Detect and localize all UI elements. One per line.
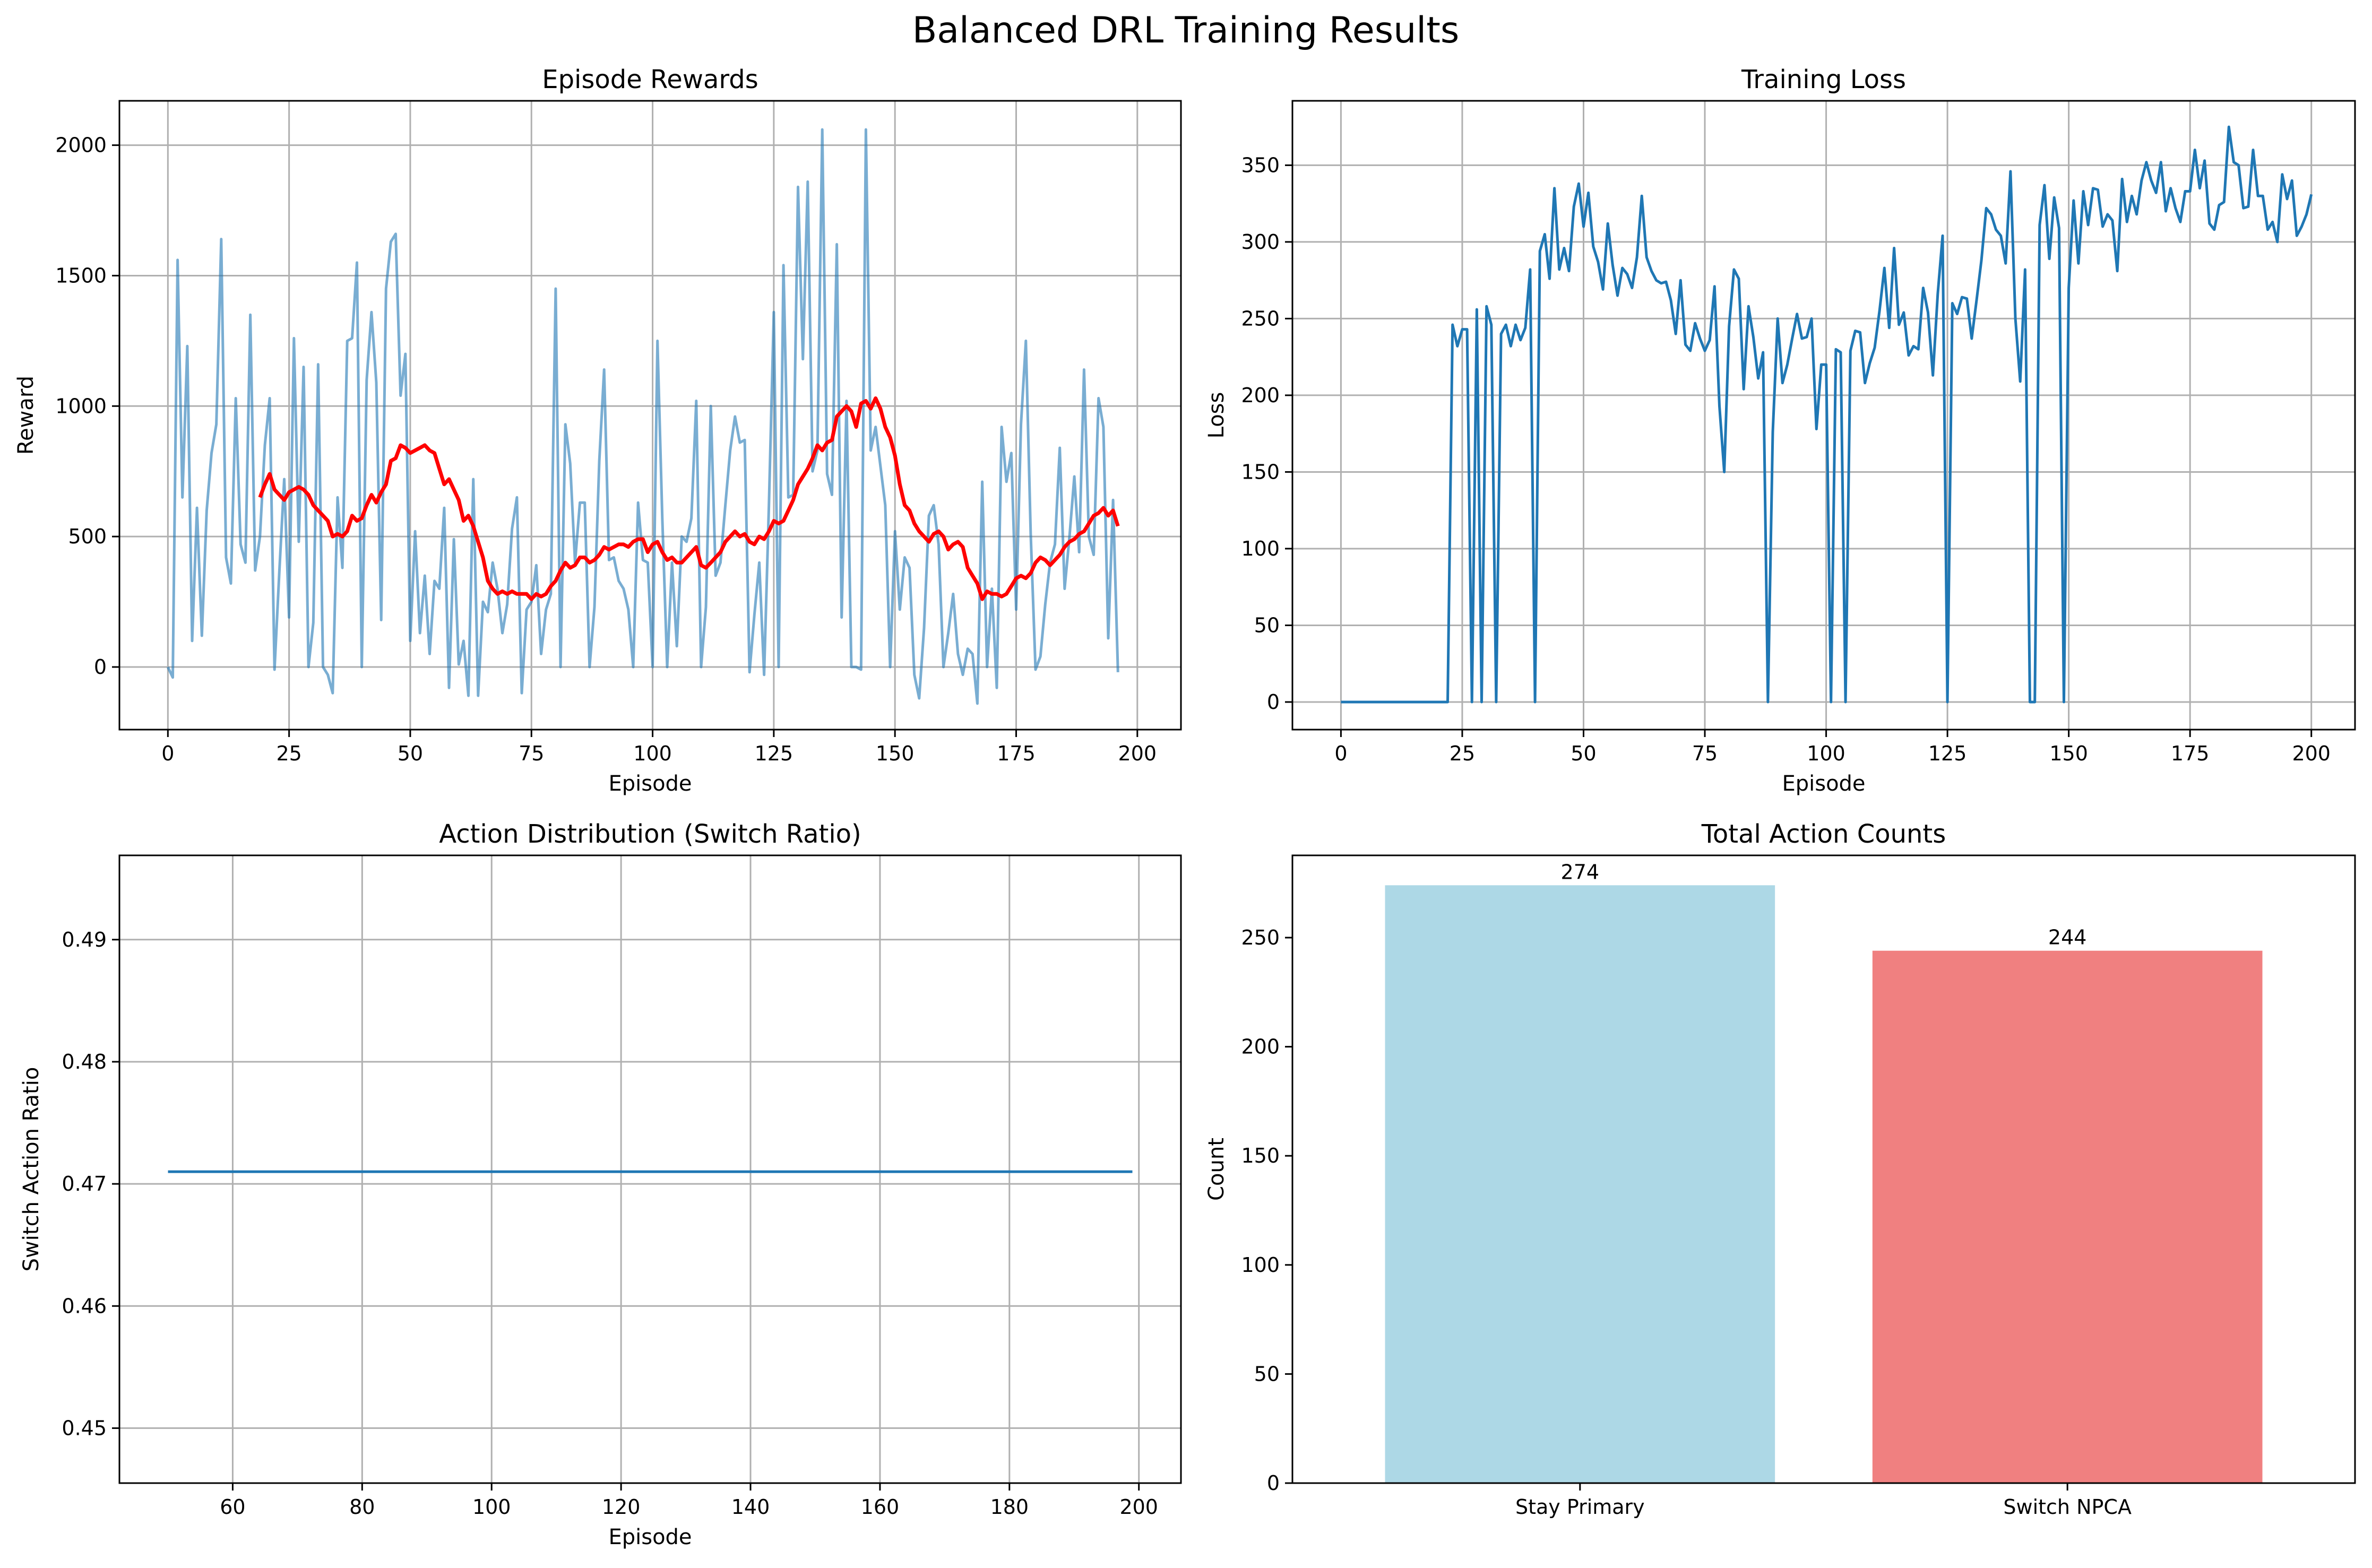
y-tick-label: 250	[1241, 307, 1280, 330]
x-axis-label: Episode	[1782, 772, 1865, 796]
y-tick-label: 350	[1241, 153, 1280, 177]
y-tick-label: 150	[1241, 1144, 1280, 1167]
x-tick-label: 175	[2171, 742, 2210, 765]
x-tick-label: 50	[398, 742, 423, 765]
x-axis-label: Episode	[608, 1525, 692, 1549]
x-tick-label: 75	[519, 742, 544, 765]
x-tick-label: 25	[1450, 742, 1475, 765]
x-tick-label: 60	[220, 1495, 245, 1519]
x-tick-label: 120	[602, 1495, 641, 1519]
y-tick-label: 0	[94, 655, 107, 679]
x-tick-label: 25	[276, 742, 301, 765]
x-tick-label: 80	[349, 1495, 375, 1519]
plot-frame	[118, 854, 1182, 1484]
x-axis-label: Episode	[608, 772, 692, 796]
y-tick-label: 0.49	[62, 928, 107, 951]
y-tick-label: 0.47	[62, 1172, 107, 1196]
y-tick-label: 200	[1241, 1035, 1280, 1059]
x-tick-label: 160	[861, 1495, 900, 1519]
bar-data-label: 274	[1561, 860, 1600, 883]
x-tick-label: 180	[990, 1495, 1029, 1519]
y-tick-label: 250	[1241, 926, 1280, 949]
x-tick-label: 100	[633, 742, 672, 765]
rewards-moving-average-line	[258, 396, 1120, 601]
y-tick-label: 0.46	[62, 1294, 107, 1318]
plot-frame	[1291, 854, 2356, 1484]
training-loss-panel: 0 25 50 75 100 125 150 175 200 0 50 100 150 200 250 300…	[1204, 65, 2356, 796]
y-tick-label: 200	[1241, 384, 1280, 407]
x-tick-label: 100	[472, 1495, 511, 1519]
y-tick-label: 0	[1267, 690, 1280, 714]
x-tick-label: 150	[2049, 742, 2088, 765]
x-tick-label: 200	[1118, 742, 1157, 765]
panel-title: Episode Rewards	[542, 65, 758, 94]
x-tick-label: 200	[2292, 742, 2331, 765]
plot-frame	[1291, 100, 2356, 731]
bar-0	[1385, 885, 1775, 1483]
y-tick-label: 0.45	[62, 1416, 107, 1440]
figure-title: Balanced DRL Training Results	[912, 10, 1460, 51]
y-tick-label: 500	[68, 525, 107, 548]
x-tick-label: 50	[1571, 742, 1596, 765]
x-tick-label: 140	[731, 1495, 770, 1519]
y-tick-label: 100	[1241, 1253, 1280, 1277]
y-tick-label: 100	[1241, 537, 1280, 560]
y-tick-label: 300	[1241, 230, 1280, 254]
y-tick-label: 2000	[55, 134, 107, 157]
bar-data-label: 244	[2048, 926, 2087, 949]
y-tick-label: 1500	[55, 264, 107, 287]
x-tick-label: 100	[1807, 742, 1845, 765]
y-axis-label: Count	[1204, 1138, 1229, 1201]
switch-ratio-panel: 60 80 100 120 140 160 180 200 0.45 0.46 0.47 0.48 0.…	[19, 819, 1182, 1549]
x-tick-label: 0	[161, 742, 174, 765]
y-tick-label: 1000	[55, 394, 107, 418]
panel-title: Action Distribution (Switch Ratio)	[439, 819, 861, 849]
episode-rewards-panel: 0 25 50 75 100 125 150 175 2000500100015002000Ep…	[14, 65, 1182, 796]
bar-1	[1872, 950, 2263, 1483]
x-tick-label: 175	[997, 742, 1036, 765]
rewards-raw-line	[167, 128, 1119, 705]
panel-title: Training Loss	[1741, 65, 1906, 94]
y-axis-label: Loss	[1204, 392, 1229, 439]
x-tick-label: 150	[876, 742, 915, 765]
panel-title: Total Action Counts	[1701, 819, 1946, 849]
plot-frame	[118, 100, 1182, 731]
y-tick-label: 0	[1267, 1471, 1280, 1495]
y-tick-label: 50	[1254, 1362, 1280, 1385]
x-tick-label: 200	[1119, 1495, 1158, 1519]
y-tick-label: 150	[1241, 460, 1280, 483]
y-axis-label: Reward	[14, 376, 38, 455]
y-axis-label: Switch Action Ratio	[19, 1067, 44, 1272]
x-tick-label: Stay Primary	[1515, 1495, 1645, 1519]
y-tick-label: 0.48	[62, 1050, 107, 1073]
action-counts-panel: 0 50 100 150 200 250 Total Action Counts Count 2…	[1204, 819, 2356, 1519]
x-tick-label: 0	[1334, 742, 1347, 765]
x-tick-label: Switch NPCA	[2003, 1495, 2132, 1519]
x-tick-label: 125	[1928, 742, 1967, 765]
y-tick-label: 50	[1254, 613, 1280, 637]
loss-line	[1341, 125, 2313, 704]
x-tick-label: 125	[755, 742, 793, 765]
x-tick-label: 75	[1692, 742, 1718, 765]
